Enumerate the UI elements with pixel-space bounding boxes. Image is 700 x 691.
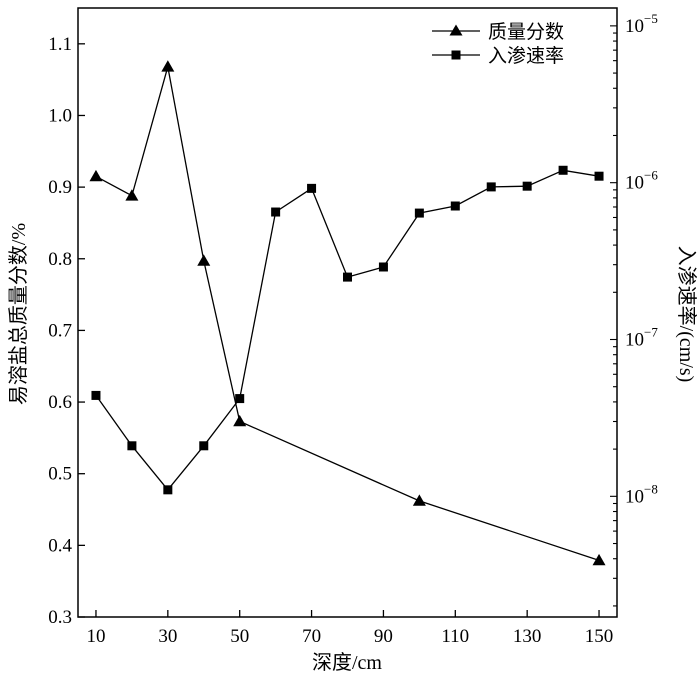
series-layer	[89, 60, 606, 566]
y-left-tick-label: 0.8	[48, 249, 72, 270]
legend-label-infiltration-rate: 入渗速率	[488, 45, 564, 67]
y-axis-right-label: 入渗速率/(cm/s)	[675, 246, 698, 383]
x-tick-label: 30	[158, 626, 177, 647]
legend: 质量分数 入渗速率	[432, 21, 564, 67]
y-left-tick-label: 0.6	[48, 392, 72, 413]
triangle-point	[161, 60, 175, 72]
y-right-tick-label: 10−8	[625, 481, 658, 507]
triangle-point	[592, 553, 606, 566]
series-mass-fraction	[89, 60, 606, 566]
x-tick-label: 50	[230, 626, 249, 647]
y-left-tick-label: 0.3	[48, 607, 72, 628]
x-tick-label: 130	[513, 626, 542, 647]
y-right-tick-label: 10−6	[625, 168, 658, 194]
square-point	[594, 171, 604, 181]
y-right-tick-label: 10−5	[625, 11, 658, 37]
square-point	[343, 272, 352, 282]
square-point	[127, 441, 137, 451]
y-left-tick-label: 1.1	[48, 34, 72, 55]
x-tick-label: 150	[585, 626, 614, 647]
legend-marker-triangle	[449, 24, 463, 36]
square-point	[378, 262, 388, 272]
plot-frame	[77, 7, 618, 618]
y-left-tick-label: 1.0	[48, 105, 72, 126]
triangle-point	[197, 254, 211, 266]
square-point	[91, 390, 101, 400]
triangle-point	[233, 414, 247, 427]
y-left-tick-label: 0.9	[48, 177, 72, 198]
square-point	[450, 201, 460, 211]
y-axis-right: 10−8 10−7 10−6 10−5	[610, 11, 658, 607]
square-point	[199, 441, 209, 451]
y-axis-left: 0.3 0.4 0.5 0.6 0.7 0.8 0.9 1.0 1.1	[48, 34, 85, 628]
square-point	[163, 485, 173, 495]
x-tick-label: 70	[302, 626, 321, 647]
legend-label-mass-fraction: 质量分数	[488, 21, 564, 43]
legend-item-mass-fraction: 质量分数	[432, 21, 564, 43]
y-right-tick-label: 10−7	[625, 325, 658, 351]
square-point	[522, 181, 532, 191]
x-tick-label: 90	[374, 626, 393, 647]
y-axis-left-label: 易溶盐总质量分数/%	[7, 223, 30, 405]
square-point	[486, 182, 496, 192]
square-point	[271, 207, 281, 217]
square-point	[307, 183, 317, 193]
square-point	[235, 394, 245, 404]
legend-item-infiltration-rate: 入渗速率	[432, 45, 564, 67]
series-infiltration-rate	[91, 165, 604, 495]
square-point	[558, 165, 568, 175]
triangle-point	[125, 189, 139, 201]
x-tick-label: 10	[86, 626, 105, 647]
triangle-point	[89, 169, 103, 182]
x-axis: 10 30 50 70 90 110 130 150	[86, 610, 613, 647]
x-axis-label: 深度/cm	[312, 651, 382, 674]
legend-marker-square	[451, 50, 461, 60]
square-point	[414, 208, 424, 218]
y-left-tick-label: 0.7	[48, 320, 72, 341]
y-left-tick-label: 0.5	[48, 464, 72, 485]
y-left-tick-label: 0.4	[48, 535, 72, 556]
triangle-point	[412, 494, 426, 506]
x-tick-label: 110	[441, 626, 469, 647]
series-line	[95, 169, 600, 491]
